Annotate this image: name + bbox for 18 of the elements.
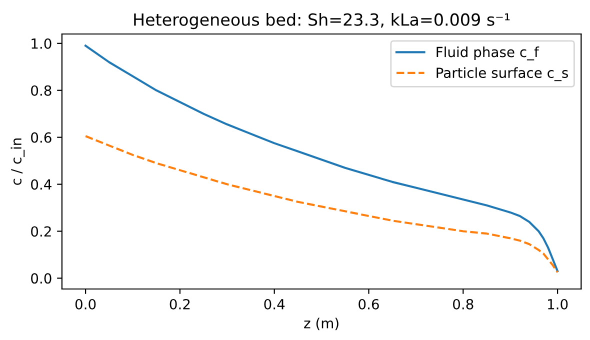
x-tick-label: 0.6 — [358, 298, 379, 310]
legend-label: Particle surface c_s — [436, 67, 568, 82]
y-tick-label: 0.2 — [31, 226, 51, 237]
x-tick-label: 0.8 — [453, 298, 474, 310]
y-tick-label: 0.6 — [31, 132, 52, 143]
y-axis-title: c / c_in — [10, 138, 25, 185]
line-series — [84, 135, 559, 274]
y-tick-label: 1.0 — [32, 38, 52, 49]
x-tick-label: 0.2 — [170, 298, 190, 310]
chart-title: Heterogeneous bed: Sh=23.3, kLa=0.009 s⁻¹ — [134, 13, 510, 30]
x-tick-label: 0.0 — [75, 298, 96, 310]
y-tick-label: 0.4 — [31, 179, 52, 190]
x-axis-title: z (m) — [304, 318, 338, 330]
y-tick-label: 0.8 — [31, 85, 52, 96]
x-tick-label: 0.4 — [264, 298, 285, 310]
legend-label: Fluid phase c_f — [436, 46, 540, 60]
x-tick-label: 1.0 — [548, 298, 568, 310]
y-tick-label: 0.0 — [31, 273, 52, 284]
